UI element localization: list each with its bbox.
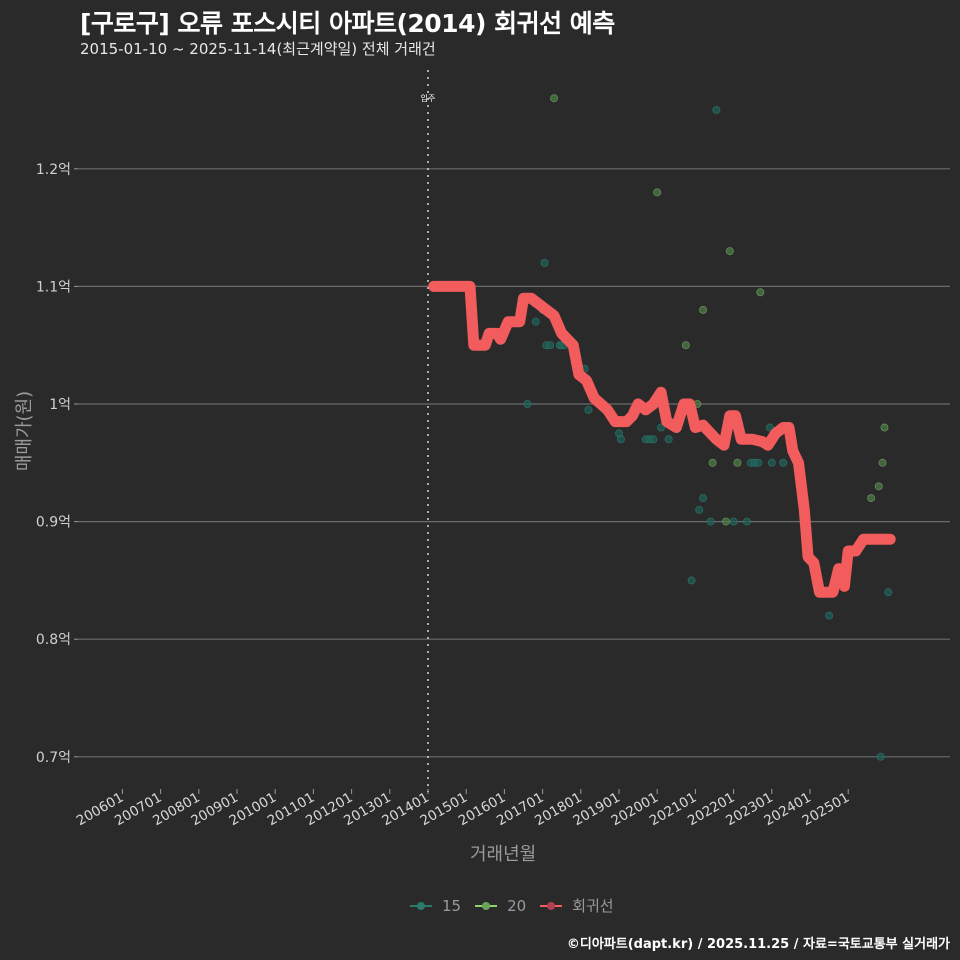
chart-title: [구로구] 오류 포스시티 아파트(2014) 회귀선 예측 [80, 9, 615, 38]
legend-label-regression: 회귀선 [572, 897, 614, 915]
svg-text:0.9억: 0.9억 [36, 515, 71, 531]
x-axis-ticks: 2006012007012008012009012010012011012012… [74, 789, 852, 829]
y-axis-title: 매매가(원) [14, 390, 35, 472]
legend-label-20: 20 [507, 896, 527, 915]
legend-key-15-icon [410, 900, 432, 912]
svg-text:1.2억: 1.2억 [36, 162, 71, 178]
legend-label-15: 15 [442, 896, 462, 915]
y-gridlines [78, 168, 950, 758]
svg-text:0.8억: 0.8억 [36, 632, 71, 648]
regression-line [428, 280, 896, 598]
legend-item-regression: 회귀선 [540, 895, 614, 916]
svg-text:1.1억: 1.1억 [36, 279, 71, 295]
move-in-annotation: 입주 [421, 70, 436, 792]
legend-key-20-icon [475, 900, 498, 912]
chart-subtitle: 2015-01-10 ~ 2025-11-14(최근계약일) 전체 거래건 [80, 40, 436, 58]
source-caption: ©디아파트(dapt.kr) / 2025.11.25 / 자료=국토교통부 실… [566, 937, 950, 952]
series-20-points [550, 94, 889, 526]
x-axis-title: 거래년월 [470, 844, 537, 865]
legend-item-15: 15 [410, 897, 461, 915]
y-axis-ticks: 0.7억 0.8억 0.9억 1억 1.1억 1.2억 [36, 162, 78, 766]
legend-key-regression-icon [540, 900, 563, 912]
svg-text:1억: 1억 [49, 397, 71, 413]
legend-item-20: 20 [475, 897, 526, 915]
svg-text:입주: 입주 [421, 94, 436, 103]
svg-text:0.7억: 0.7억 [36, 750, 71, 766]
chart-legend: 15 20 회귀선 [410, 895, 620, 916]
